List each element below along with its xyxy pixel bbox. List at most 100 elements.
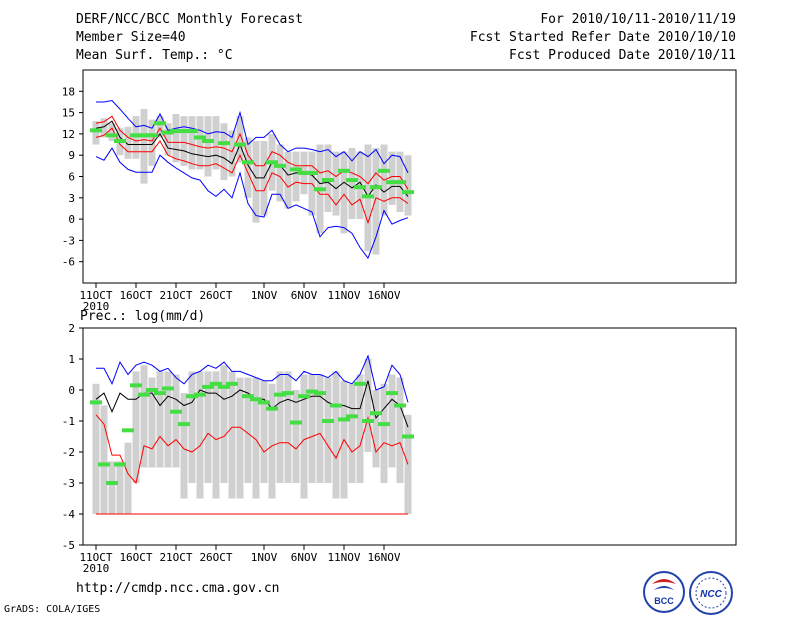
prec-observation-marker	[314, 391, 326, 396]
member-size: Member Size=40	[76, 30, 186, 45]
prec-observation-marker	[266, 406, 278, 411]
temp-series-min	[95, 147, 409, 260]
temp-spread-box	[148, 119, 156, 166]
temp-xtick-label: 11NOV	[327, 289, 360, 302]
temp-xtick-label: 26OCT	[199, 289, 232, 302]
temp-observation-marker	[170, 129, 182, 134]
prec-spread-box	[348, 383, 356, 483]
temp-observation-marker	[402, 190, 414, 195]
temp-spread-box	[92, 121, 100, 145]
prec-observation-marker	[202, 384, 214, 389]
prec-observation-marker	[138, 392, 150, 397]
prec-spread-box	[204, 371, 212, 483]
prec-observation-marker	[122, 428, 134, 433]
temp-series-spread-lower	[95, 127, 409, 225]
prec-panel: -5 -4 -3 -2 -1 0 1 2 11OCT 16OCT 21OCT 26OCT 1NOV 6NO…	[62, 309, 737, 575]
prec-ytick-label: -2	[62, 446, 75, 459]
prec-observation-marker	[242, 394, 254, 399]
prec-observation-marker	[370, 411, 382, 416]
prec-spread-box	[140, 365, 148, 468]
temp-observation-marker	[362, 194, 374, 199]
prec-spread-box	[164, 371, 172, 468]
temp-ytick-label: -3	[62, 234, 75, 247]
temp-spread-box	[228, 130, 236, 177]
prec-observation-marker	[106, 481, 118, 485]
temp-observation-marker	[162, 130, 174, 135]
temp-spread-box	[124, 126, 132, 159]
temp-observation-marker	[202, 139, 214, 143]
temp-observation-marker	[386, 180, 398, 185]
temp-observation-marker	[90, 128, 102, 133]
temp-observation-marker	[266, 160, 278, 165]
temp-spread-box	[188, 116, 196, 170]
temp-observation-marker	[322, 178, 334, 183]
prec-ytick-label: -4	[62, 508, 76, 521]
source-url[interactable]: http://cmdp.ncc.cma.gov.cn	[76, 581, 280, 596]
temp-spread-box	[236, 116, 244, 163]
bcc-logo: BCC	[643, 571, 685, 613]
temp-observation-marker	[370, 185, 382, 190]
prec-spread-box	[372, 390, 380, 468]
temp-observation-marker	[394, 180, 406, 185]
temp-spread-box	[252, 141, 260, 223]
prec-observation-marker	[394, 403, 406, 408]
temp-spread-box	[172, 114, 180, 163]
prec-observation-marker	[354, 381, 366, 386]
prec-observation-marker	[306, 389, 318, 394]
temp-ytick-label: -6	[62, 256, 75, 269]
temp-xtick-label: 16OCT	[119, 289, 152, 302]
prec-observation-marker	[338, 417, 350, 422]
prec-spread-box	[356, 374, 364, 483]
prec-spread-box	[196, 371, 204, 499]
prec-spread-box	[316, 374, 324, 483]
temp-observation-marker	[218, 141, 230, 146]
prec-ytick-label: 1	[68, 353, 75, 366]
temp-spread-box	[292, 151, 300, 202]
prec-observation-marker	[162, 386, 174, 391]
temp-observation-marker	[346, 178, 358, 183]
prec-observation-marker	[362, 419, 374, 423]
temp-observation-marker	[234, 142, 246, 147]
prec-observation-marker	[402, 434, 414, 439]
prec-spread-box	[252, 377, 260, 499]
temp-observation-marker	[314, 187, 326, 192]
prec-spread-box	[364, 359, 372, 452]
prec-observation-marker	[346, 414, 358, 419]
bcc-logo-text: BCC	[654, 596, 674, 606]
prec-observation-marker	[226, 381, 238, 386]
prec-observation-marker	[258, 400, 270, 405]
prec-spread-box	[188, 371, 196, 483]
prec-spread-box	[292, 390, 300, 483]
prec-observation-marker	[290, 420, 302, 425]
prec-observation-marker	[170, 409, 182, 414]
temp-observation-marker	[298, 170, 310, 175]
temp-observation-marker	[274, 163, 286, 168]
prec-spread-box	[100, 405, 108, 514]
temp-xtick-label: 6NOV	[291, 289, 318, 302]
prec-spread-box	[388, 374, 396, 468]
temp-ytick-label: 15	[62, 107, 75, 120]
temp-xtick-label: 11OCT	[79, 289, 112, 302]
prec-observation-marker	[114, 462, 126, 467]
temp-spread-box	[180, 116, 188, 166]
prec-spread-box	[276, 371, 284, 483]
temp-spread-box	[388, 151, 396, 205]
prec-observation-marker	[218, 384, 230, 389]
temp-series-mean	[95, 120, 409, 198]
prec-xtick-label: 11OCT	[79, 551, 112, 564]
variable-label: Mean Surf. Temp.: °C	[76, 48, 233, 63]
prec-observation-marker	[178, 422, 190, 427]
prec-ytick-label: -5	[62, 539, 75, 552]
prec-observation-marker	[322, 419, 334, 423]
prec-spread-box	[116, 461, 124, 514]
temp-observation-marker	[130, 133, 142, 138]
temp-series-max	[96, 99, 409, 174]
prec-spread-box	[220, 365, 228, 483]
temp-spread-box	[348, 148, 356, 220]
temp-observation-marker	[154, 121, 166, 126]
prec-spread-box	[268, 383, 276, 499]
temp-observation-marker	[178, 129, 190, 134]
temp-spread-box	[244, 137, 252, 198]
temp-spread-box	[108, 123, 116, 141]
